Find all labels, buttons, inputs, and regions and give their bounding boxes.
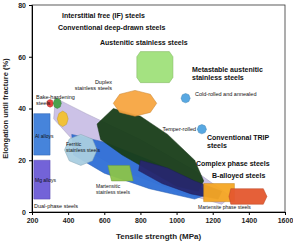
- chart: 200 400 600 800 1000 1200 1400 1600 0 20 40 60 80 Ten…: [0, 0, 293, 244]
- region-label: Martensite phase steels: [198, 204, 251, 210]
- region-label: Conventional deep-drawn steels: [58, 24, 165, 32]
- region-label: Temper-rolled: [162, 126, 196, 132]
- y-axis-title: Elongation until fracture (%): [1, 58, 10, 159]
- region: [137, 52, 173, 83]
- region-label: Metastable austeniticstainless steels: [192, 66, 263, 81]
- x-tick-label: 1200: [205, 217, 221, 224]
- region: [197, 125, 206, 134]
- y-tick-mark: [29, 212, 32, 213]
- x-axis-line: [33, 213, 286, 216]
- region-label: Martensiticstainless steels: [96, 183, 130, 195]
- x-axis: 200 400 600 800 1000 1200 1400 1600: [27, 212, 293, 224]
- y-tick: 80: [18, 2, 32, 9]
- region: [57, 111, 68, 127]
- region-label: B-alloyed steels: [212, 172, 265, 180]
- x-tick: 800: [135, 212, 147, 224]
- region-label: Bake-hardeningsteels: [36, 94, 75, 106]
- x-tick-label: 1000: [169, 217, 185, 224]
- y-tick: 40: [18, 105, 32, 112]
- x-tick: 600: [99, 212, 111, 224]
- x-tick-mark: [285, 212, 286, 215]
- x-tick-mark: [249, 212, 250, 215]
- x-axis-title: Tensile strength (MPa): [116, 232, 202, 241]
- y-tick-mark: [29, 57, 32, 58]
- y-axis: 0 20 40 60 80: [18, 2, 32, 216]
- region-label: Austenitic stainless steels: [100, 39, 188, 46]
- y-tick: 20: [18, 157, 32, 164]
- x-tick-label: 200: [27, 217, 39, 224]
- x-tick: 1400: [242, 212, 258, 224]
- y-axis-line: [29, 6, 33, 213]
- y-tick-label: 60: [18, 53, 26, 60]
- x-tick: 1600: [278, 212, 293, 224]
- x-tick-label: 1400: [242, 217, 258, 224]
- y-tick-label: 80: [18, 2, 26, 9]
- x-tick-mark: [140, 212, 141, 215]
- region-label: Dual-phase steels: [34, 203, 78, 209]
- x-tick-label: 800: [135, 217, 147, 224]
- x-tick-mark: [68, 212, 69, 215]
- plot-area: [34, 52, 267, 205]
- x-tick-label: 1600: [278, 217, 293, 224]
- x-tick-mark: [177, 212, 178, 215]
- region-label: Ferriticstainless steels: [66, 141, 100, 153]
- region: [181, 93, 190, 102]
- x-tick: 400: [63, 212, 75, 224]
- region: [113, 90, 156, 116]
- y-tick-label: 0: [22, 209, 26, 216]
- y-tick: 60: [18, 53, 32, 60]
- region-label: Conventional TRIPsteels: [207, 134, 270, 149]
- region: [108, 165, 133, 181]
- plot-frame: [32, 5, 285, 212]
- region-label: Duplexstainless steels: [75, 79, 113, 91]
- x-tick-label: 400: [63, 217, 75, 224]
- x-tick-mark: [213, 212, 214, 215]
- region-label: Interstitial free (IF) steels: [62, 12, 145, 20]
- region-label: Mg alloys: [35, 177, 57, 183]
- x-tick: 200: [27, 212, 39, 224]
- region-label: Cold-rolled and annealed: [195, 91, 256, 97]
- x-tick: 1200: [205, 212, 221, 224]
- x-tick-mark: [104, 212, 105, 215]
- y-tick-mark: [29, 5, 32, 6]
- y-tick-mark: [29, 109, 32, 110]
- x-tick: 1000: [169, 212, 185, 224]
- y-tick-label: 40: [18, 105, 26, 112]
- x-tick-label: 600: [99, 217, 111, 224]
- y-tick: 0: [22, 209, 32, 216]
- y-tick-label: 20: [18, 157, 26, 164]
- y-tick-mark: [29, 160, 32, 161]
- region: [229, 189, 267, 205]
- region-label: Complex phase steels: [196, 160, 270, 168]
- region-label: Al alloys: [35, 133, 54, 139]
